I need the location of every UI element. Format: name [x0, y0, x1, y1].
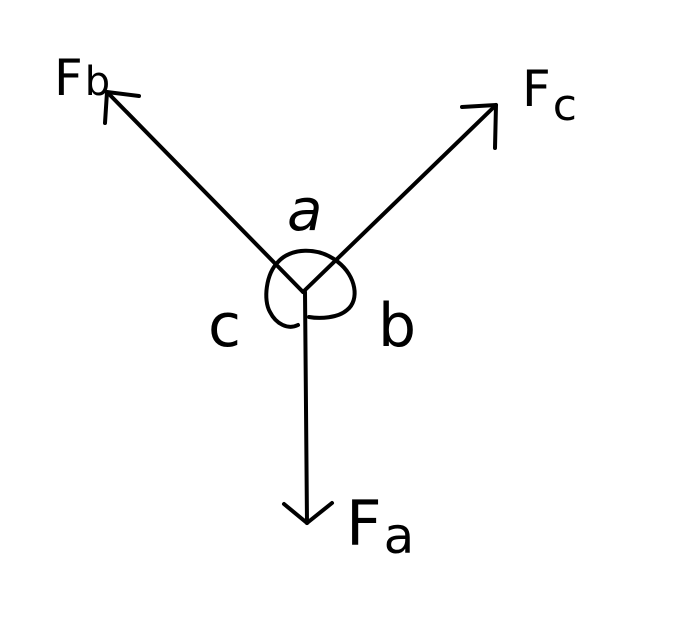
angle-arc-c [264, 260, 300, 329]
force-fb-subscript: b [85, 59, 110, 105]
force-fc-arrowhead [460, 103, 498, 150]
force-fb-vector [103, 90, 305, 294]
force-fc-letter: F [522, 60, 551, 118]
force-fa-subscript: a [384, 507, 415, 565]
force-fc-subscript: c [553, 80, 577, 131]
angle-label-a: a [287, 176, 323, 244]
angle-arc-b [307, 260, 357, 320]
force-fc-vector [301, 103, 498, 294]
force-fb-letter: F [54, 49, 83, 107]
angle-label-c: c [208, 291, 241, 361]
force-fa-label: Fa [346, 487, 414, 565]
angle-label-b: b [378, 291, 416, 361]
force-fa-letter: F [346, 487, 382, 560]
force-fa-vector [282, 290, 334, 525]
angle-arc-a [276, 248, 340, 264]
force-fb-arrowhead [103, 90, 141, 125]
force-fb-label: Fb [54, 49, 110, 107]
force-fc-label: Fc [522, 60, 577, 131]
force-fa-arrowhead [282, 501, 334, 525]
